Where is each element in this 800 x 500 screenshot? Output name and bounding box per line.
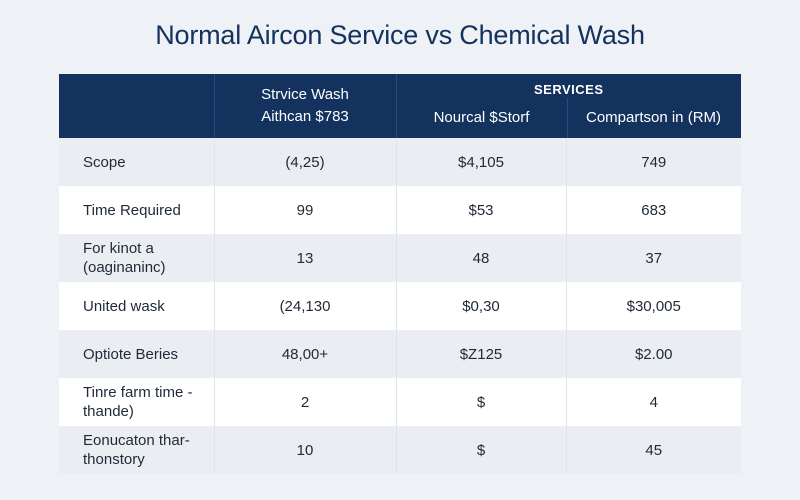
row-label: For kinot a (oaginaninc): [59, 234, 215, 282]
table-header: Strvice Wash Aithcan $783 Services Nourc…: [59, 74, 741, 138]
cell-col3: 683: [566, 186, 741, 234]
cell-col1: 13: [214, 234, 397, 282]
row-label-line: United wask: [83, 297, 165, 315]
table-row: United wask (24,130 $0,30 $30,005: [59, 282, 741, 330]
cell-col2: 48: [396, 234, 567, 282]
table-row: Optiote Beries 48,00+ $Z125 $2.00: [59, 330, 741, 378]
cell-col1: 2: [214, 378, 397, 426]
header-group-label: Services: [533, 82, 604, 97]
row-label-line: Optiote Beries: [83, 345, 179, 363]
cell-col1: 48,00+: [214, 330, 397, 378]
cell-col3: $2.00: [566, 330, 741, 378]
header-divider: [566, 98, 568, 138]
table-row: Scope (4,25) $4,105 749: [59, 138, 741, 186]
row-label-line: For kinot a: [83, 240, 154, 257]
table-body: Scope (4,25) $4,105 749 Time Required 99 $53 68…: [59, 138, 741, 474]
row-label-line: thonstory: [83, 451, 145, 468]
header-services-group: Services Nourcal $Storf Compartson in (R…: [396, 74, 741, 138]
cell-col2: $: [396, 426, 567, 474]
cell-col3: 749: [566, 138, 741, 186]
cell-col1: (24,130: [214, 282, 397, 330]
row-label-line: (oaginaninc): [83, 259, 166, 276]
row-label: Tinre farm time - thande): [59, 378, 215, 426]
header-service-wash: Strvice Wash Aithcan $783: [214, 74, 397, 138]
cell-col3: $30,005: [566, 282, 741, 330]
table-row: For kinot a (oaginaninc) 13 48 37: [59, 234, 741, 282]
row-label-line: Time Required: [83, 201, 181, 219]
cell-col2: $53: [396, 186, 567, 234]
table-row: Time Required 99 $53 683: [59, 186, 741, 234]
row-label-line: thande): [83, 403, 134, 420]
cell-col2: $Z125: [396, 330, 567, 378]
cell-col3: 45: [566, 426, 741, 474]
header-col2: Nourcal $Storf: [433, 109, 530, 126]
comparison-table: Strvice Wash Aithcan $783 Services Nourc…: [59, 74, 741, 474]
cell-col2: $4,105: [396, 138, 567, 186]
cell-col2: $0,30: [396, 282, 567, 330]
row-label-line: Scope: [83, 153, 126, 171]
row-label: Optiote Beries: [59, 330, 215, 378]
row-label: Scope: [59, 138, 215, 186]
row-label: Time Required: [59, 186, 215, 234]
cell-col3: 4: [566, 378, 741, 426]
cell-col1: (4,25): [214, 138, 397, 186]
cell-col3: 37: [566, 234, 741, 282]
table-row: Eonucaton thar-thonstory 10 $45: [59, 426, 741, 474]
cell-col1: 99: [214, 186, 397, 234]
header-col1-line1: Strvice Wash: [261, 86, 349, 103]
row-label: Eonucaton thar-thonstory: [59, 426, 215, 474]
header-col1-line2: Aithcan $783: [261, 108, 349, 125]
header-empty-cell: [59, 74, 215, 138]
cell-col2: $: [396, 378, 567, 426]
table-row: Tinre farm time - thande) 2 $4: [59, 378, 741, 426]
page-title: Normal Aircon Service vs Chemical Wash: [155, 20, 645, 50]
header-col3: Compartson in (RM): [585, 109, 722, 126]
row-label-line: Eonucaton thar-: [83, 432, 190, 449]
row-label-line: Tinre farm time -: [83, 384, 193, 401]
cell-col1: 10: [214, 426, 397, 474]
row-label: United wask: [59, 282, 215, 330]
